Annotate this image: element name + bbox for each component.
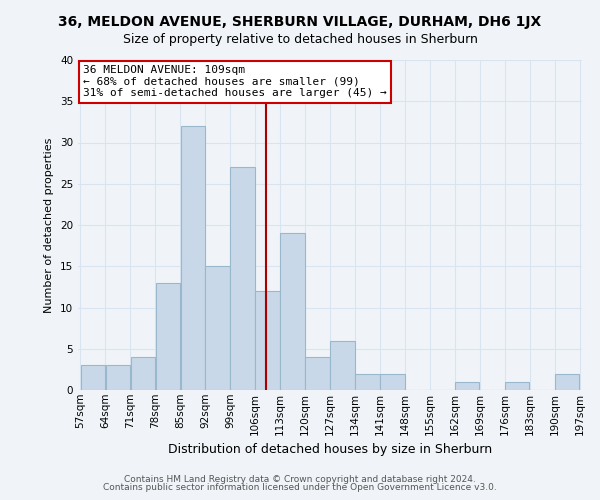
- Bar: [81, 365, 105, 390]
- X-axis label: Distribution of detached houses by size in Sherburn: Distribution of detached houses by size …: [168, 443, 492, 456]
- Y-axis label: Number of detached properties: Number of detached properties: [44, 138, 55, 312]
- Bar: [330, 340, 355, 390]
- Bar: [131, 357, 155, 390]
- Bar: [505, 382, 529, 390]
- Bar: [205, 266, 230, 390]
- Bar: [230, 167, 255, 390]
- Bar: [181, 126, 205, 390]
- Bar: [355, 374, 380, 390]
- Text: 36 MELDON AVENUE: 109sqm
← 68% of detached houses are smaller (99)
31% of semi-d: 36 MELDON AVENUE: 109sqm ← 68% of detach…: [83, 65, 387, 98]
- Bar: [555, 374, 579, 390]
- Bar: [455, 382, 479, 390]
- Bar: [106, 365, 130, 390]
- Text: Contains public sector information licensed under the Open Government Licence v3: Contains public sector information licen…: [103, 484, 497, 492]
- Bar: [280, 233, 305, 390]
- Bar: [256, 291, 280, 390]
- Bar: [155, 283, 180, 390]
- Text: 36, MELDON AVENUE, SHERBURN VILLAGE, DURHAM, DH6 1JX: 36, MELDON AVENUE, SHERBURN VILLAGE, DUR…: [58, 15, 542, 29]
- Bar: [380, 374, 404, 390]
- Text: Contains HM Land Registry data © Crown copyright and database right 2024.: Contains HM Land Registry data © Crown c…: [124, 475, 476, 484]
- Bar: [305, 357, 330, 390]
- Text: Size of property relative to detached houses in Sherburn: Size of property relative to detached ho…: [122, 32, 478, 46]
